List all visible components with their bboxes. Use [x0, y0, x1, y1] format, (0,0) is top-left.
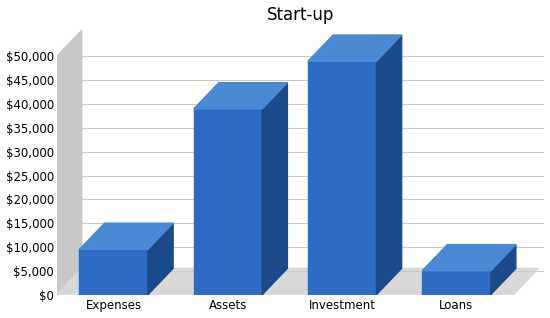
Bar — [79, 249, 148, 294]
Polygon shape — [57, 30, 82, 294]
Polygon shape — [422, 245, 516, 271]
Polygon shape — [308, 35, 402, 61]
Polygon shape — [148, 223, 173, 294]
Polygon shape — [262, 83, 287, 294]
Polygon shape — [194, 83, 287, 109]
Bar — [194, 109, 262, 294]
Bar — [422, 271, 491, 294]
Polygon shape — [79, 223, 173, 249]
Polygon shape — [57, 268, 539, 294]
Polygon shape — [377, 35, 402, 294]
Polygon shape — [491, 245, 516, 294]
Title: Start-up: Start-up — [267, 5, 334, 24]
Bar — [308, 61, 377, 294]
